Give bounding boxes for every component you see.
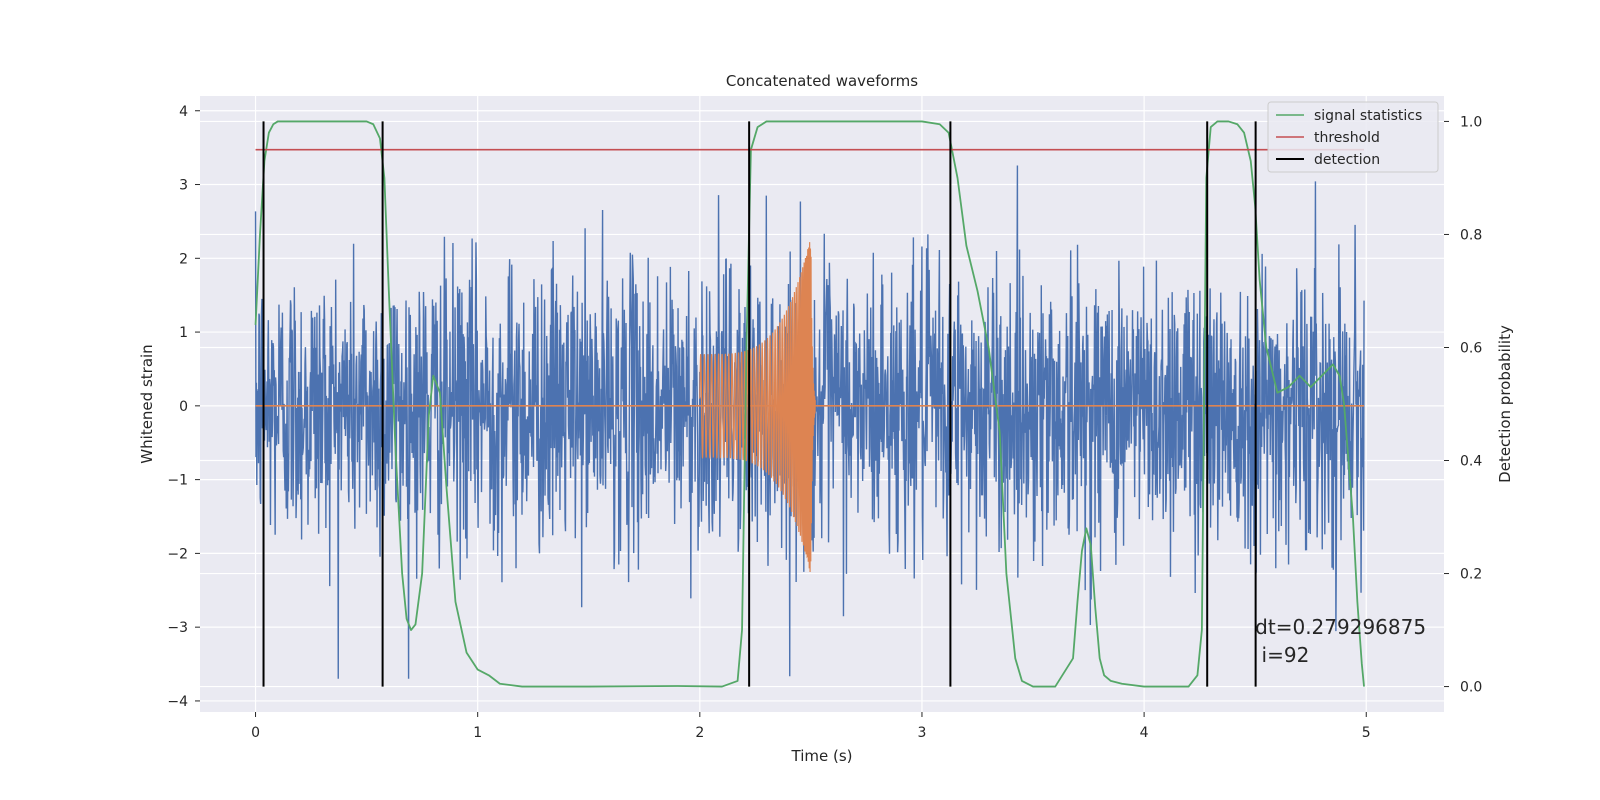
yl-tick-label-0: −4	[167, 694, 188, 710]
signal-statistics-line	[254, 120, 1365, 688]
annotation-index: i=92	[1255, 643, 1309, 667]
yr-tick-label-1: 0.2	[1460, 567, 1482, 583]
x-tick-label-3: 3	[918, 725, 927, 741]
grid	[200, 96, 1444, 712]
yl-tick-label-4: 0	[179, 399, 188, 415]
legend: signal statistics threshold detection	[1267, 101, 1439, 173]
annotation-dt: dt=0.279296875	[1255, 615, 1426, 639]
yl-tick-label-2: −2	[167, 546, 188, 562]
x-tick-label-1: 1	[473, 725, 482, 741]
yl-tick-label-7: 3	[179, 178, 188, 194]
y-axis-label-right: Detection probability	[1496, 325, 1514, 483]
yl-tick-label-6: 2	[179, 251, 188, 267]
axis-ticks: 0 1 2 3 4 5 −4 −3 −2 −1 0 1 2 3 4 0.0 0.2 0.4 0.6 0.8 1.0	[167, 104, 1482, 741]
injection-trace	[699, 242, 816, 572]
x-axis-label: Time (s)	[791, 747, 853, 765]
x-tick-label-5: 5	[1362, 725, 1371, 741]
yl-tick-label-1: −3	[167, 620, 188, 636]
x-tick-label-2: 2	[695, 725, 704, 741]
yr-tick-label-2: 0.4	[1460, 454, 1482, 470]
annotation: dt=0.279296875 i=92	[1255, 615, 1426, 667]
legend-box	[1267, 101, 1439, 173]
x-tick-label-4: 4	[1140, 725, 1149, 741]
y-axis-label-left: Whitened strain	[138, 344, 156, 463]
chart-title: Concatenated waveforms	[726, 72, 918, 90]
yr-tick-label-5: 1.0	[1460, 114, 1482, 130]
legend-label-threshold: threshold	[1314, 130, 1380, 146]
yl-tick-label-3: −1	[167, 473, 188, 489]
legend-label-detection: detection	[1314, 152, 1380, 168]
yr-tick-label-0: 0.0	[1460, 680, 1482, 696]
yr-tick-label-3: 0.6	[1460, 340, 1482, 356]
x-tick-label-0: 0	[251, 725, 260, 741]
statistics-series	[254, 120, 1365, 688]
yl-tick-label-5: 1	[179, 325, 188, 341]
yl-tick-label-8: 4	[179, 104, 188, 120]
legend-label-signal-statistics: signal statistics	[1314, 108, 1422, 124]
yr-tick-label-4: 0.8	[1460, 227, 1482, 243]
